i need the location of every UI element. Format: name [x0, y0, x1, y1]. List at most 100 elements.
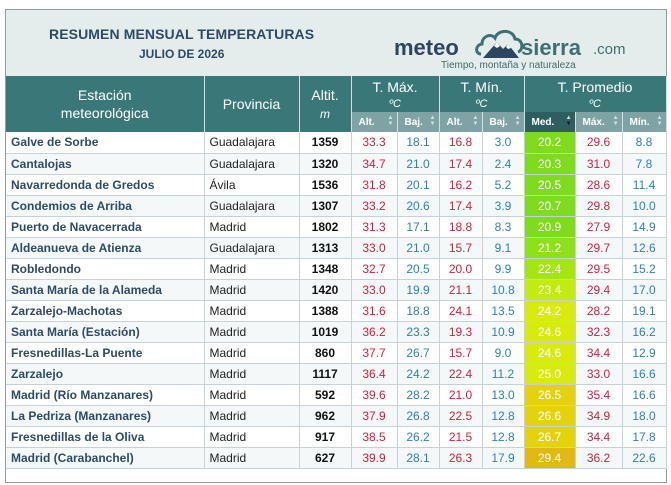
avg-min-cell: 7.8 [622, 153, 667, 175]
tmin-high-cell: 22.5 [439, 405, 483, 427]
station-cell: Madrid (Río Manzanares) [6, 384, 205, 406]
avg-med-cell: 20.2 [524, 132, 576, 154]
tmax-high-cell: 39.6 [351, 384, 398, 406]
report-subtitle: JULIO DE 2026 [139, 47, 225, 61]
table-body: Galve de Sorbe Guadalajara 1359 33.3 18.1 16.… [6, 132, 667, 469]
avg-min-cell: 10.0 [622, 195, 667, 217]
province-cell: Madrid [204, 300, 300, 322]
tmax-high-cell: 39.9 [351, 447, 398, 469]
altitude-cell: 1019 [299, 321, 352, 343]
group-tavg-unit: ºC [589, 98, 601, 110]
tmax-low-cell: 18.1 [397, 132, 440, 154]
tmax-low-cell: 28.1 [397, 447, 440, 469]
station-cell: Robledondo [6, 258, 205, 280]
logo-brand-meteo: meteo [394, 35, 459, 60]
tmax-low-cell: 26.7 [397, 342, 440, 364]
province-cell: Madrid [204, 405, 300, 427]
altitude-cell: 1320 [299, 153, 352, 175]
tmin-low-cell: 5.2 [482, 174, 525, 196]
avg-med-cell: 20.3 [524, 153, 576, 175]
avg-max-cell: 34.4 [575, 342, 623, 364]
sort-header-avg-max[interactable]: Máx. ▲ ▼ [575, 112, 623, 132]
avg-min-cell: 18.0 [622, 405, 667, 427]
tmax-high-cell: 31.3 [351, 216, 398, 238]
sort-header-label: Alt. [446, 116, 463, 128]
avg-med-cell: 24.2 [524, 300, 576, 322]
tmax-high-cell: 33.0 [351, 279, 398, 301]
tmin-low-cell: 3.9 [482, 195, 525, 217]
altitude-cell: 592 [299, 384, 352, 406]
table-row: Santa María de la Alameda Madrid 1420 33.0 1… [6, 279, 667, 301]
avg-min-cell: 15.2 [622, 258, 667, 280]
table-row: Madrid (Río Manzanares) Madrid 592 39.6 28.2… [6, 384, 667, 406]
sort-arrows-icon: ▲ ▼ [387, 115, 394, 127]
column-altitude: Altit. m [299, 76, 352, 132]
tmax-low-cell: 21.0 [397, 237, 440, 259]
tmin-high-cell: 17.4 [439, 153, 483, 175]
tmax-low-cell: 28.2 [397, 384, 440, 406]
tmax-low-cell: 23.3 [397, 321, 440, 343]
sort-header-tmin-high[interactable]: Alt. ▲ ▼ [439, 112, 483, 132]
tmin-high-cell: 17.4 [439, 195, 483, 217]
altitude-cell: 1388 [299, 300, 352, 322]
column-station-line2: meteorológica [60, 105, 149, 121]
tmin-low-cell: 17.9 [482, 447, 525, 469]
tmax-high-cell: 31.8 [351, 174, 398, 196]
station-cell: Navarredonda de Gredos [6, 174, 205, 196]
avg-med-cell: 25.0 [524, 363, 576, 385]
province-cell: Madrid [204, 342, 300, 364]
avg-med-cell: 20.7 [524, 195, 576, 217]
sort-header-label: Alt. [358, 116, 375, 128]
logo-brand-sierra: sierra [521, 35, 581, 60]
tmin-low-cell: 9.1 [482, 237, 525, 259]
table-row: Galve de Sorbe Guadalajara 1359 33.3 18.1 16.… [6, 132, 667, 154]
tmin-low-cell: 13.0 [482, 384, 525, 406]
tmax-high-cell: 37.7 [351, 342, 398, 364]
station-cell: Zarzalejo-Machotas [6, 300, 205, 322]
avg-med-cell: 26.6 [524, 405, 576, 427]
tmax-high-cell: 33.0 [351, 237, 398, 259]
station-cell: Cantalojas [6, 153, 205, 175]
altitude-cell: 1117 [299, 363, 352, 385]
avg-max-cell: 31.0 [575, 153, 623, 175]
sort-header-label: Baj. [404, 116, 423, 128]
meteosierra-logo[interactable]: meteo sierra .com Tiempo, montaña y natu… [394, 20, 644, 71]
tmax-low-cell: 20.1 [397, 174, 440, 196]
column-group-tmax: T. Máx. ºC [351, 76, 440, 112]
tmin-high-cell: 16.8 [439, 132, 483, 154]
logo-brand-suffix: .com [593, 41, 626, 58]
tmax-high-cell: 36.4 [351, 363, 398, 385]
province-cell: Guadalajara [204, 132, 300, 154]
station-cell: La Pedriza (Manzanares) [6, 405, 205, 427]
avg-max-cell: 34.9 [575, 405, 623, 427]
table-row: Fresnedillas de la Oliva Madrid 917 38.5 26.… [6, 426, 667, 448]
sort-header-avg-med[interactable]: Med. ▲ ▼ [524, 112, 576, 132]
tmax-low-cell: 26.2 [397, 426, 440, 448]
sort-header-avg-min[interactable]: Mín. ▲ ▼ [622, 112, 667, 132]
group-tmin-label: T. Mín. [460, 79, 503, 95]
tmin-low-cell: 9.0 [482, 342, 525, 364]
altitude-cell: 1359 [299, 132, 352, 154]
tmin-low-cell: 13.5 [482, 300, 525, 322]
sort-header-tmin-low[interactable]: Baj. ▲ ▼ [482, 112, 525, 132]
station-cell: Galve de Sorbe [6, 132, 205, 154]
tmin-high-cell: 19.3 [439, 321, 483, 343]
sort-header-tmax-high[interactable]: Alt. ▲ ▼ [351, 112, 398, 132]
tmin-high-cell: 20.0 [439, 258, 483, 280]
mountain-cloud-icon [475, 29, 524, 58]
province-cell: Guadalajara [204, 195, 300, 217]
avg-min-cell: 22.6 [622, 447, 667, 469]
report-header: RESUMEN MENSUAL TEMPERATURAS JULIO DE 20… [6, 10, 666, 76]
avg-min-cell: 16.6 [622, 384, 667, 406]
altitude-cell: 1307 [299, 195, 352, 217]
sort-header-tmax-low[interactable]: Baj. ▲ ▼ [397, 112, 440, 132]
province-cell: Madrid [204, 321, 300, 343]
province-cell: Madrid [204, 279, 300, 301]
tmax-low-cell: 20.5 [397, 258, 440, 280]
tmin-high-cell: 16.2 [439, 174, 483, 196]
table-row: Zarzalejo Madrid 1117 36.4 24.2 22.4 11.2 25.0 3… [6, 363, 667, 385]
sort-header-label: Máx. [582, 116, 605, 128]
province-cell: Ávila [204, 174, 300, 196]
avg-min-cell: 17.8 [622, 426, 667, 448]
temperature-table: Estación meteorológica Provincia Altit. … [6, 76, 667, 469]
